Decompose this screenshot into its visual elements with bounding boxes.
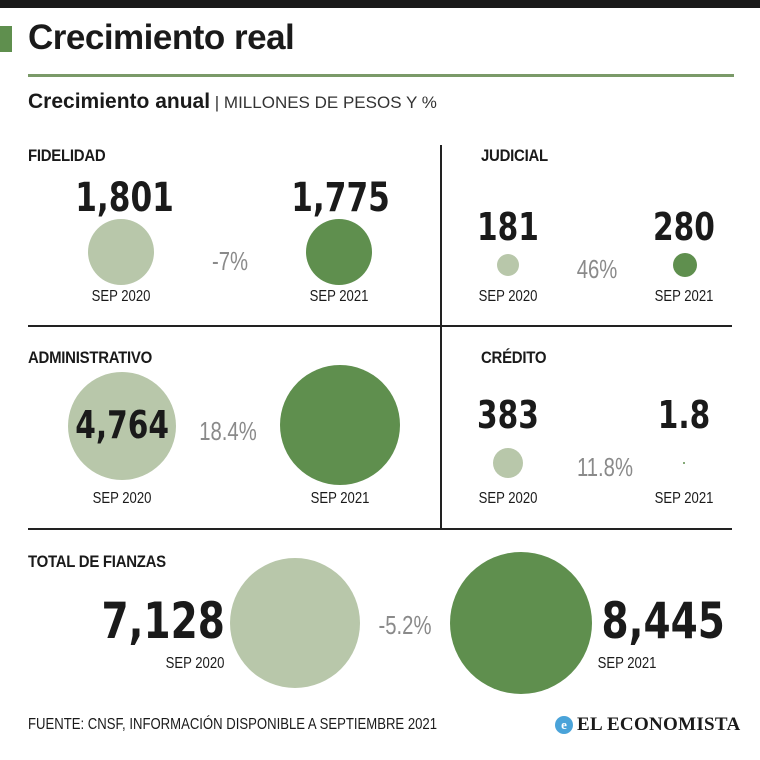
change-fidelidad: -7% xyxy=(211,246,249,276)
divider-horizontal-1 xyxy=(28,325,732,327)
bubble-judicial-2020 xyxy=(497,254,519,276)
label-administrativo-2020: SEP 2020 xyxy=(92,490,152,507)
value-judicial-2020: 181 xyxy=(477,205,539,249)
label-judicial-2020: SEP 2020 xyxy=(478,288,538,305)
panel-title-total: TOTAL DE FIANZAS xyxy=(28,552,166,571)
value-credito-2020: 383 xyxy=(477,393,539,437)
change-credito: 11.8% xyxy=(576,452,633,482)
source-note: FUENTE: CNSF, INFORMACIÓN DISPONIBLE A S… xyxy=(28,716,438,733)
bubble-credito-2021 xyxy=(683,462,685,464)
label-total-2021: SEP 2021 xyxy=(597,655,657,672)
page-title: Crecimiento real xyxy=(28,18,295,57)
bubble-administrativo-2020 xyxy=(68,372,176,480)
panel-title-administrativo: ADMINISTRATIVO xyxy=(28,348,153,367)
value-fidelidad-2021: 1,775 xyxy=(291,175,390,221)
change-judicial: 46% xyxy=(576,254,618,284)
bubble-fidelidad-2020 xyxy=(88,219,154,285)
value-administrativo-2020: 4,764 xyxy=(75,403,169,447)
value-total-2021: 8,445 xyxy=(601,592,725,650)
bubble-total-2021 xyxy=(450,552,592,694)
change-total: -5.2% xyxy=(378,610,432,640)
label-judicial-2021: SEP 2021 xyxy=(654,288,714,305)
subtitle-units: | MILLONES DE PESOS Y % xyxy=(210,93,437,112)
brand-logo: e EL ECONOMISTA xyxy=(555,714,741,736)
title-accent-block xyxy=(0,26,12,52)
panel-title-fidelidad: FIDELIDAD xyxy=(28,146,106,165)
value-credito-2021: 1.8 xyxy=(657,393,711,437)
brand-globe-icon: e xyxy=(555,716,573,734)
label-administrativo-2021: SEP 2021 xyxy=(310,490,370,507)
label-fidelidad-2021: SEP 2021 xyxy=(309,288,369,305)
brand-name: EL ECONOMISTA xyxy=(577,714,741,735)
subtitle-main: Crecimiento anual xyxy=(28,90,211,113)
value-total-2020: 7,128 xyxy=(101,592,225,650)
bubble-credito-2020 xyxy=(493,448,523,478)
title-rule xyxy=(28,74,734,77)
bubble-administrativo-2021 xyxy=(280,365,400,485)
bubble-total-2020 xyxy=(230,558,360,688)
divider-horizontal-2 xyxy=(28,528,732,530)
divider-vertical xyxy=(440,145,442,528)
bubble-judicial-2021 xyxy=(673,253,697,277)
label-credito-2020: SEP 2020 xyxy=(478,490,538,507)
label-credito-2021: SEP 2021 xyxy=(654,490,714,507)
change-administrativo: 18.4% xyxy=(199,416,257,446)
panel-title-credito: CRÉDITO xyxy=(481,348,547,367)
label-total-2020: SEP 2020 xyxy=(165,655,225,672)
bubble-fidelidad-2021 xyxy=(306,219,372,285)
label-fidelidad-2020: SEP 2020 xyxy=(91,288,151,305)
panel-title-judicial: JUDICIAL xyxy=(481,146,548,165)
value-judicial-2021: 280 xyxy=(653,205,715,249)
value-fidelidad-2020: 1,801 xyxy=(75,175,174,221)
top-bar xyxy=(0,0,760,8)
subtitle: Crecimiento anual | MILLONES DE PESOS Y … xyxy=(28,90,437,114)
